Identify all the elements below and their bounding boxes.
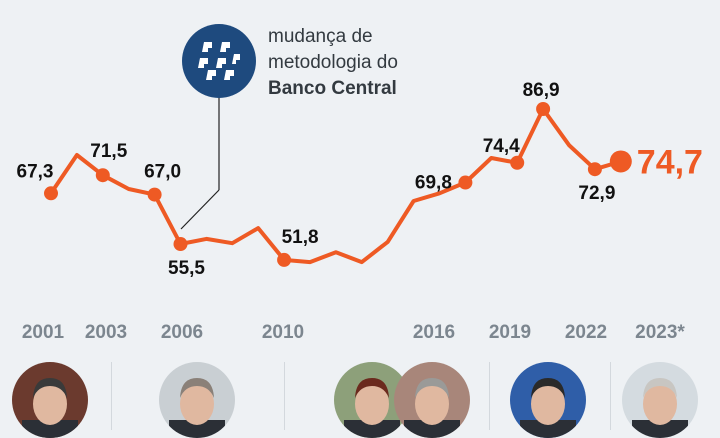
year-label: 2016 (412, 322, 456, 343)
year-label: 2019 (488, 322, 532, 343)
methodology-annotation: mudança de metodologia do Banco Central (268, 24, 398, 102)
data-label: 67,0 (144, 162, 181, 183)
year-label: 2010 (261, 322, 305, 343)
president-photo (622, 362, 698, 438)
president-photo (394, 362, 470, 438)
divider (284, 362, 285, 430)
annotation-line-3: Banco Central (268, 78, 397, 99)
data-label: 74,7 (637, 143, 703, 181)
year-label: 2022 (564, 322, 608, 343)
annotation-line-2: metodologia do (268, 52, 398, 73)
data-label: 51,8 (282, 227, 319, 248)
divider (489, 362, 490, 430)
data-label: 55,5 (168, 258, 205, 279)
data-label: 74,4 (483, 136, 520, 157)
data-label: 71,5 (90, 141, 127, 162)
data-label: 67,3 (17, 161, 54, 182)
year-label: 2003 (84, 322, 128, 343)
data-label: 69,8 (415, 173, 452, 194)
data-point (95, 168, 110, 183)
annotation-leader (180, 189, 220, 230)
data-label: 72,9 (578, 183, 615, 204)
divider (111, 362, 112, 430)
data-point (587, 162, 602, 177)
data-point (510, 155, 525, 170)
year-label: 2001 (21, 322, 65, 343)
data-point (277, 252, 292, 267)
data-point (147, 187, 162, 202)
data-point (173, 237, 188, 252)
data-label: 86,9 (523, 80, 560, 101)
data-point (609, 150, 632, 173)
divider (610, 362, 611, 430)
president-photo (159, 362, 235, 438)
banco-central-logo-icon (182, 24, 256, 98)
year-label: 2006 (160, 322, 204, 343)
annotation-line-1: mudança de (268, 26, 373, 47)
president-photo (510, 362, 586, 438)
year-label: 2023* (635, 322, 685, 343)
data-point (44, 186, 58, 201)
data-point (458, 175, 473, 190)
series-line (49, 107, 622, 265)
line-chart: 67,3 71,5 67,0 55,5 51,8 69,8 74,4 86,9 72,9 74,7 (17, 80, 703, 279)
president-photo (12, 362, 88, 438)
data-point (536, 102, 551, 116)
